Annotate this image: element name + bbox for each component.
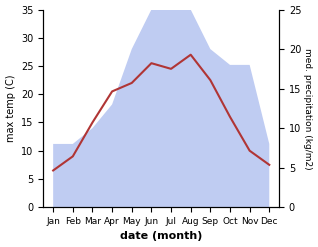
Y-axis label: med. precipitation (kg/m2): med. precipitation (kg/m2) [303,48,313,169]
X-axis label: date (month): date (month) [120,231,203,242]
Y-axis label: max temp (C): max temp (C) [5,75,16,142]
